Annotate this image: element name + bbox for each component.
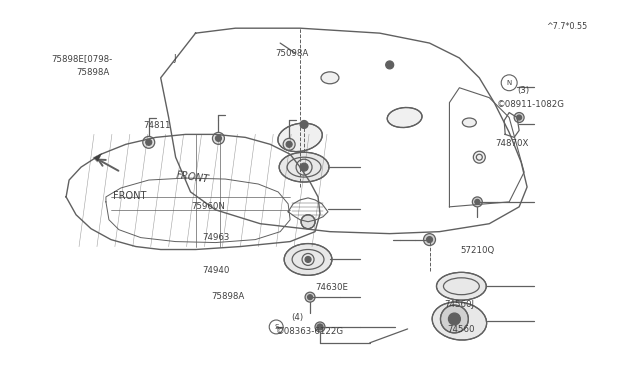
Text: 74630E: 74630E (316, 283, 349, 292)
Circle shape (315, 322, 325, 332)
Ellipse shape (278, 123, 323, 151)
Circle shape (514, 113, 524, 122)
Text: S: S (274, 324, 278, 330)
Circle shape (143, 137, 155, 148)
Circle shape (286, 141, 292, 147)
Circle shape (216, 135, 221, 141)
Text: 75960N: 75960N (191, 202, 225, 211)
Circle shape (305, 292, 315, 302)
Text: 74811: 74811 (143, 121, 170, 129)
Circle shape (516, 115, 522, 120)
Text: ^7.7*0.55: ^7.7*0.55 (546, 22, 588, 31)
Ellipse shape (321, 72, 339, 84)
Circle shape (474, 151, 485, 163)
Text: 74963: 74963 (202, 233, 230, 242)
Text: (4): (4) (291, 312, 303, 321)
Ellipse shape (432, 302, 486, 340)
Circle shape (305, 256, 311, 262)
Ellipse shape (387, 108, 422, 128)
Ellipse shape (462, 118, 476, 127)
Text: FRONT: FRONT (175, 170, 210, 185)
Text: (3): (3) (518, 86, 530, 94)
Circle shape (300, 121, 308, 128)
Circle shape (472, 197, 483, 207)
Circle shape (283, 138, 295, 150)
Text: 75898A: 75898A (77, 68, 110, 77)
Ellipse shape (279, 152, 329, 182)
Text: ◄: ◄ (90, 147, 106, 163)
Text: 75898A: 75898A (212, 292, 245, 301)
Text: N: N (506, 80, 512, 86)
Circle shape (424, 234, 435, 246)
Text: 74560J: 74560J (444, 300, 474, 309)
Text: 75898E[0798-: 75898E[0798- (51, 54, 113, 63)
Circle shape (308, 295, 312, 299)
Circle shape (475, 199, 480, 204)
Circle shape (317, 324, 323, 330)
Text: 75098A: 75098A (275, 49, 308, 58)
Text: 74940: 74940 (202, 266, 230, 275)
Circle shape (386, 61, 394, 69)
Circle shape (212, 132, 225, 144)
Text: FRONT: FRONT (113, 191, 147, 201)
Text: 74870X: 74870X (495, 139, 529, 148)
Text: 57210Q: 57210Q (460, 246, 495, 255)
Circle shape (301, 215, 315, 229)
Text: ©08911-1082G: ©08911-1082G (497, 100, 565, 109)
Text: J: J (173, 54, 176, 63)
Circle shape (300, 163, 308, 171)
Ellipse shape (284, 244, 332, 275)
Text: 74560: 74560 (447, 326, 475, 334)
Circle shape (426, 237, 433, 243)
Text: ©08363-6122G: ©08363-6122G (275, 327, 344, 336)
Circle shape (146, 140, 152, 145)
Circle shape (440, 305, 468, 333)
Circle shape (449, 313, 460, 325)
Ellipse shape (436, 272, 486, 300)
